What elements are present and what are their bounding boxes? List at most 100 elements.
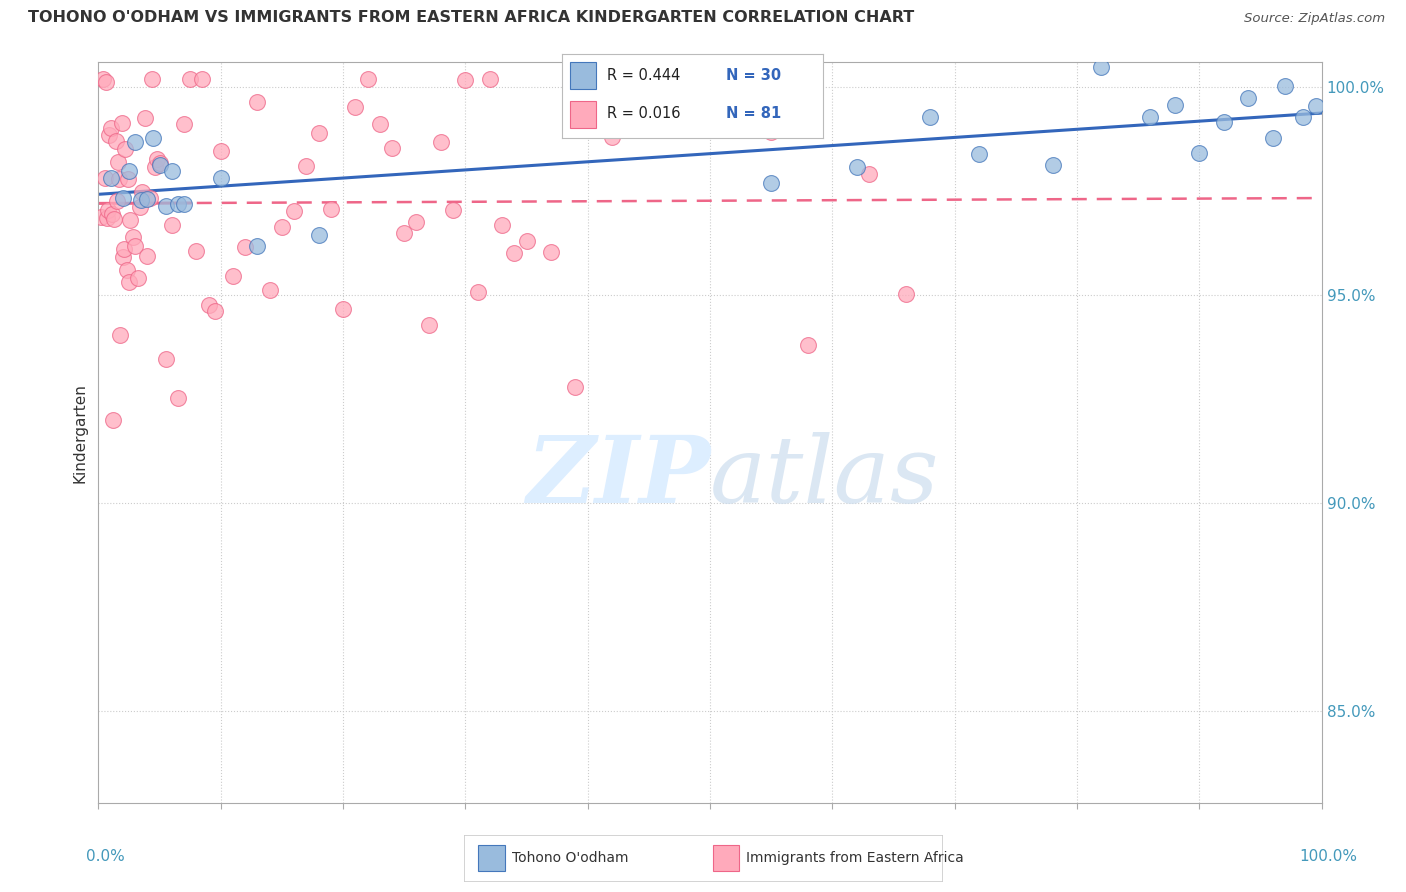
Point (173, 197, 195, 211)
Point (118, 275, 141, 289)
Point (858, 167, 880, 181)
Point (197, 298, 219, 312)
Point (96, 211, 118, 225)
Point (112, 243, 135, 257)
Point (430, 135, 453, 149)
Point (1164, 98, 1187, 112)
Point (136, 192, 159, 206)
Point (134, 112, 156, 126)
Point (155, 199, 177, 213)
Point (209, 170, 232, 185)
Point (186, 244, 208, 258)
Text: ZIP: ZIP (526, 432, 710, 522)
Point (392, 226, 416, 240)
Point (319, 202, 342, 217)
Text: N = 81: N = 81 (727, 106, 782, 120)
Y-axis label: Kindergarten: Kindergarten (72, 383, 87, 483)
Point (540, 244, 562, 259)
Point (101, 207, 124, 221)
Point (381, 140, 404, 154)
Text: R = 0.016: R = 0.016 (606, 106, 681, 120)
Text: Source: ZipAtlas.com: Source: ZipAtlas.com (1244, 12, 1385, 25)
Point (246, 95, 269, 109)
Point (797, 338, 820, 352)
Point (139, 191, 162, 205)
Point (114, 142, 136, 156)
Point (515, 234, 537, 248)
Point (149, 156, 172, 170)
Point (124, 135, 146, 149)
Text: N = 30: N = 30 (727, 68, 782, 83)
Point (173, 117, 195, 131)
Point (441, 203, 464, 218)
Point (478, 72, 501, 87)
Point (1042, 158, 1064, 172)
Bar (571, 101, 596, 128)
Point (127, 271, 149, 285)
Point (491, 219, 513, 233)
Point (308, 126, 330, 140)
Point (344, 100, 367, 114)
Bar (571, 62, 596, 89)
Point (356, 72, 378, 87)
Point (141, 72, 163, 87)
Point (332, 302, 354, 317)
Point (98, 128, 121, 142)
Point (1090, 60, 1112, 74)
Point (97, 202, 120, 217)
Point (467, 285, 489, 300)
Point (761, 125, 783, 139)
Point (1139, 110, 1161, 124)
Text: TOHONO O'ODHAM VS IMMIGRANTS FROM EASTERN AFRICA KINDERGARTEN CORRELATION CHART: TOHONO O'ODHAM VS IMMIGRANTS FROM EASTER… (28, 11, 914, 25)
Text: atlas: atlas (710, 432, 939, 522)
Point (121, 230, 143, 244)
Point (129, 193, 152, 207)
Point (1212, 115, 1234, 129)
Point (894, 286, 917, 301)
Point (160, 218, 183, 232)
Point (115, 263, 138, 277)
Point (101, 413, 124, 427)
Point (454, 72, 477, 87)
Point (967, 147, 990, 161)
Point (191, 72, 214, 87)
Point (1305, 99, 1327, 113)
Point (204, 304, 226, 318)
Point (308, 227, 330, 242)
Point (167, 197, 190, 211)
Point (1261, 131, 1284, 145)
Point (103, 211, 125, 226)
Point (108, 171, 131, 186)
Point (136, 248, 159, 262)
Point (143, 160, 166, 174)
Text: 0.0%: 0.0% (86, 849, 125, 863)
Point (155, 351, 177, 366)
Point (131, 185, 153, 199)
Point (650, 116, 672, 130)
Point (129, 200, 152, 214)
Point (107, 154, 129, 169)
Point (1292, 110, 1315, 124)
Point (142, 131, 165, 145)
Point (405, 214, 427, 228)
Text: 100.0%: 100.0% (1299, 849, 1358, 863)
Point (723, 121, 745, 136)
Point (209, 145, 232, 159)
Point (94, 75, 117, 89)
Point (160, 164, 183, 178)
Text: Immigrants from Eastern Africa: Immigrants from Eastern Africa (747, 851, 963, 865)
Point (1237, 91, 1260, 105)
Text: Tohono O'odham: Tohono O'odham (512, 851, 628, 865)
Point (418, 318, 440, 333)
Point (146, 152, 169, 166)
Point (167, 392, 190, 406)
Point (270, 219, 294, 234)
Point (246, 239, 269, 253)
Point (100, 121, 122, 136)
Point (90, 210, 112, 224)
Point (503, 245, 526, 260)
Point (564, 380, 586, 394)
Point (149, 158, 172, 172)
Point (91, 72, 114, 87)
Point (120, 213, 142, 227)
